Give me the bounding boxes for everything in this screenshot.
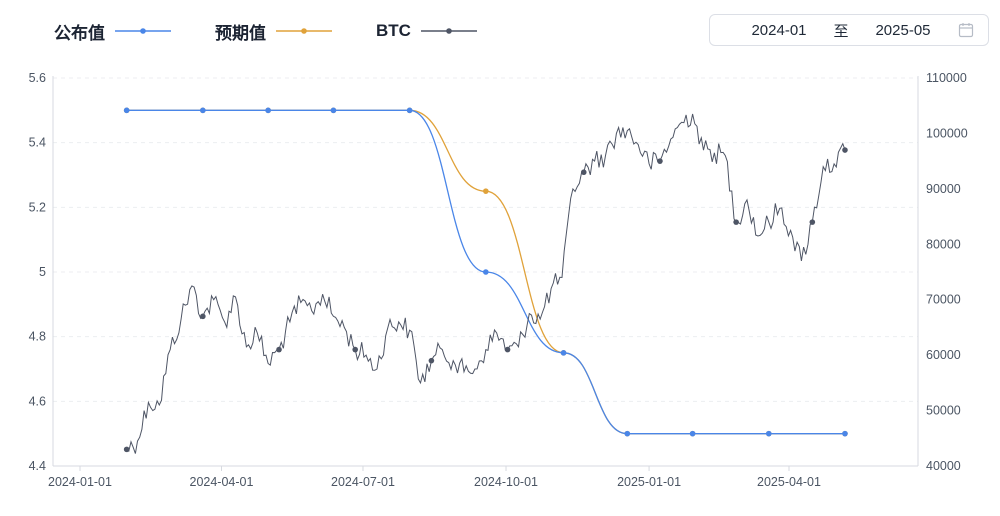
left-axis-labels: 4.4 4.6 4.8 5 5.2 5.4 5.6	[29, 71, 46, 473]
date-range-picker[interactable]: 至	[709, 14, 989, 46]
series-point	[689, 430, 696, 437]
btc-point	[504, 346, 511, 353]
legend-line-marker	[276, 28, 332, 34]
right-tick-label: 50000	[926, 404, 961, 418]
series-point	[624, 430, 631, 437]
legend-label: 预期值	[215, 23, 266, 43]
x-tick-label: 2024-01-01	[48, 475, 112, 489]
btc-point	[123, 446, 130, 453]
right-axis-labels: 40000 50000 60000 70000 80000 90000 100000 1100…	[926, 71, 968, 473]
series-point	[483, 269, 489, 275]
right-tick-label: 60000	[926, 348, 961, 362]
x-tick-label: 2024-04-01	[190, 475, 254, 489]
btc-point	[200, 313, 206, 320]
btc-point	[352, 346, 359, 353]
range-separator: 至	[833, 22, 849, 40]
start-date-input[interactable]	[734, 21, 824, 39]
x-tick-label: 2025-01-01	[617, 475, 681, 489]
legend-item-expected[interactable]: 预期值	[215, 19, 332, 44]
btc-point	[428, 357, 435, 364]
series-point	[200, 107, 206, 114]
x-tick-label: 2024-10-01	[474, 475, 538, 489]
left-tick-label: 5.6	[29, 71, 46, 85]
btc-point	[733, 219, 739, 225]
right-tick-label: 110000	[926, 71, 967, 85]
right-tick-label: 100000	[926, 126, 968, 140]
right-tick-label: 70000	[926, 293, 961, 307]
left-tick-label: 5.4	[29, 136, 46, 150]
chart-legend: 公布值 预期值 BTC	[54, 18, 521, 44]
legend-item-published[interactable]: 公布值	[54, 19, 171, 44]
right-tick-label: 90000	[926, 182, 961, 196]
axes	[52, 76, 919, 467]
left-tick-label: 5	[39, 265, 46, 279]
x-tick-label: 2024-07-01	[331, 475, 395, 489]
legend-item-btc[interactable]: BTC	[376, 21, 477, 41]
series-point	[123, 107, 130, 114]
right-tick-label: 40000	[926, 459, 961, 473]
btc-point	[276, 346, 282, 353]
legend-line-marker	[420, 28, 477, 34]
series-point	[842, 430, 848, 437]
series-point	[560, 350, 567, 356]
series-point	[406, 107, 413, 114]
btc-point	[842, 147, 848, 153]
btc-point	[809, 219, 816, 225]
end-date-input[interactable]	[858, 21, 948, 39]
btc-point	[657, 158, 663, 164]
left-tick-label: 5.2	[29, 200, 46, 214]
right-tick-label: 80000	[926, 237, 961, 251]
btc-line	[126, 113, 846, 454]
left-tick-label: 4.8	[29, 330, 46, 344]
left-tick-label: 4.4	[29, 459, 46, 473]
legend-label: 公布值	[54, 23, 105, 43]
calendar-icon[interactable]	[958, 22, 974, 38]
btc-point	[580, 169, 587, 176]
legend-line-marker	[115, 28, 171, 34]
series-point	[483, 188, 489, 194]
series-point	[765, 430, 772, 437]
series-point	[265, 107, 271, 114]
gridlines	[53, 77, 918, 402]
x-axis-labels: 2024-01-01 2024-04-01 2024-07-01 2024-10-01…	[48, 466, 821, 489]
series-point	[330, 107, 337, 114]
left-tick-label: 4.6	[29, 394, 46, 408]
x-tick-label: 2025-04-01	[757, 475, 821, 489]
series-lines	[123, 107, 848, 454]
legend-label: BTC	[376, 21, 411, 40]
